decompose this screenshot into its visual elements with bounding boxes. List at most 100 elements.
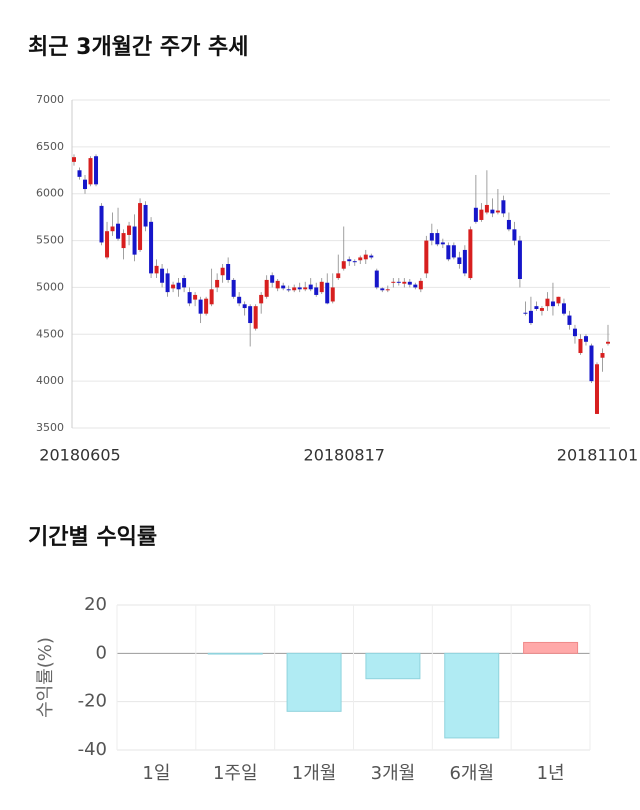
candle-body — [72, 157, 76, 162]
candle-body — [473, 207, 478, 222]
candle-body — [220, 267, 225, 276]
candle-body — [550, 301, 555, 307]
candle-body — [325, 282, 330, 304]
candle-body — [440, 242, 445, 245]
candle-body — [451, 245, 456, 258]
candle-body — [226, 264, 231, 280]
candle-body — [561, 303, 566, 314]
y-tick-label: 6500 — [36, 140, 64, 153]
x-tick-label: 20180605 — [39, 446, 120, 465]
candle-body — [231, 279, 236, 297]
y-tick-label: 0 — [96, 642, 107, 663]
candle-body — [606, 341, 610, 344]
candle-body — [523, 312, 528, 314]
candle-body — [154, 265, 159, 274]
x-tick-label: 1년 — [537, 763, 565, 784]
candle-body — [457, 257, 462, 264]
candle-body — [132, 226, 137, 255]
bar — [207, 652, 263, 655]
candle-body — [407, 281, 412, 285]
y-tick-label: 20 — [84, 594, 107, 615]
candle-body — [341, 261, 346, 269]
candle-body — [77, 170, 82, 177]
candle-body — [176, 282, 181, 290]
candle-body — [297, 287, 302, 290]
candle-body — [374, 270, 379, 288]
candle-body — [209, 289, 214, 305]
candle-body — [330, 287, 335, 302]
bar — [444, 652, 500, 739]
x-tick-label: 1일 — [142, 763, 170, 784]
candle-body — [501, 200, 506, 214]
candle-body — [484, 204, 489, 213]
candle-body — [506, 219, 511, 230]
candle-body — [281, 285, 286, 289]
candle-body — [539, 308, 544, 311]
candle-body — [429, 233, 434, 241]
candle-body — [110, 226, 115, 232]
candle-body — [242, 304, 247, 309]
candle-body — [264, 279, 269, 297]
candle-body — [534, 306, 539, 309]
candle-body — [380, 288, 385, 291]
bar — [523, 641, 579, 654]
candle-body — [528, 310, 533, 324]
candle-body — [369, 255, 374, 258]
candle-body — [121, 233, 126, 249]
y-tick-label: 4000 — [36, 374, 64, 387]
candle-body — [413, 284, 418, 288]
candle-body — [567, 315, 572, 325]
candle-body — [556, 296, 561, 304]
candle-body — [187, 292, 192, 304]
y-axis-label: 수익률(%) — [35, 637, 56, 718]
y-tick-label: 7000 — [36, 93, 64, 106]
x-tick-label: 1주일 — [213, 763, 258, 784]
x-tick-label: 1개월 — [292, 763, 337, 784]
candle-body — [160, 268, 165, 283]
candle-body — [237, 296, 242, 304]
candle-body — [446, 245, 451, 260]
candle-body — [435, 233, 440, 245]
candle-body — [275, 280, 280, 289]
candle-body — [193, 294, 198, 300]
x-tick-label: 20180817 — [304, 446, 385, 465]
chart-title: 최근 3개월간 주가 추세 — [28, 35, 248, 60]
candle-body — [594, 364, 599, 414]
y-tick-label: 5000 — [36, 280, 64, 293]
y-tick-label: -20 — [78, 691, 107, 712]
candle-body — [259, 294, 264, 304]
candle-body — [248, 306, 253, 324]
x-tick-label: 6개월 — [449, 763, 494, 784]
candle-body — [270, 275, 275, 283]
candle-body — [391, 281, 396, 283]
candle-body — [88, 158, 93, 185]
candle-body — [468, 229, 473, 279]
candle-body — [198, 299, 203, 314]
candle-body — [127, 225, 132, 235]
candle-body — [292, 287, 297, 291]
candle-body — [512, 229, 517, 241]
candle-body — [171, 284, 176, 289]
candle-body — [204, 298, 209, 314]
candle-body — [138, 203, 143, 250]
candle-body — [165, 273, 170, 293]
candle-body — [545, 298, 550, 307]
candle-body — [143, 204, 148, 227]
candle-body — [583, 336, 588, 342]
candle-body — [116, 223, 121, 239]
candle-body — [358, 257, 363, 261]
candle-body — [462, 249, 467, 274]
candle-body — [347, 259, 352, 262]
candle-body — [495, 210, 500, 213]
candle-body — [363, 254, 368, 260]
candle-body — [418, 280, 423, 290]
candle-body — [215, 279, 220, 288]
candle-body — [253, 306, 258, 329]
candle-body — [336, 273, 341, 279]
candle-body — [479, 209, 484, 220]
candle-body — [600, 353, 605, 358]
candle-body — [314, 287, 319, 295]
y-tick-label: -40 — [78, 739, 107, 760]
candle-body — [94, 156, 99, 185]
